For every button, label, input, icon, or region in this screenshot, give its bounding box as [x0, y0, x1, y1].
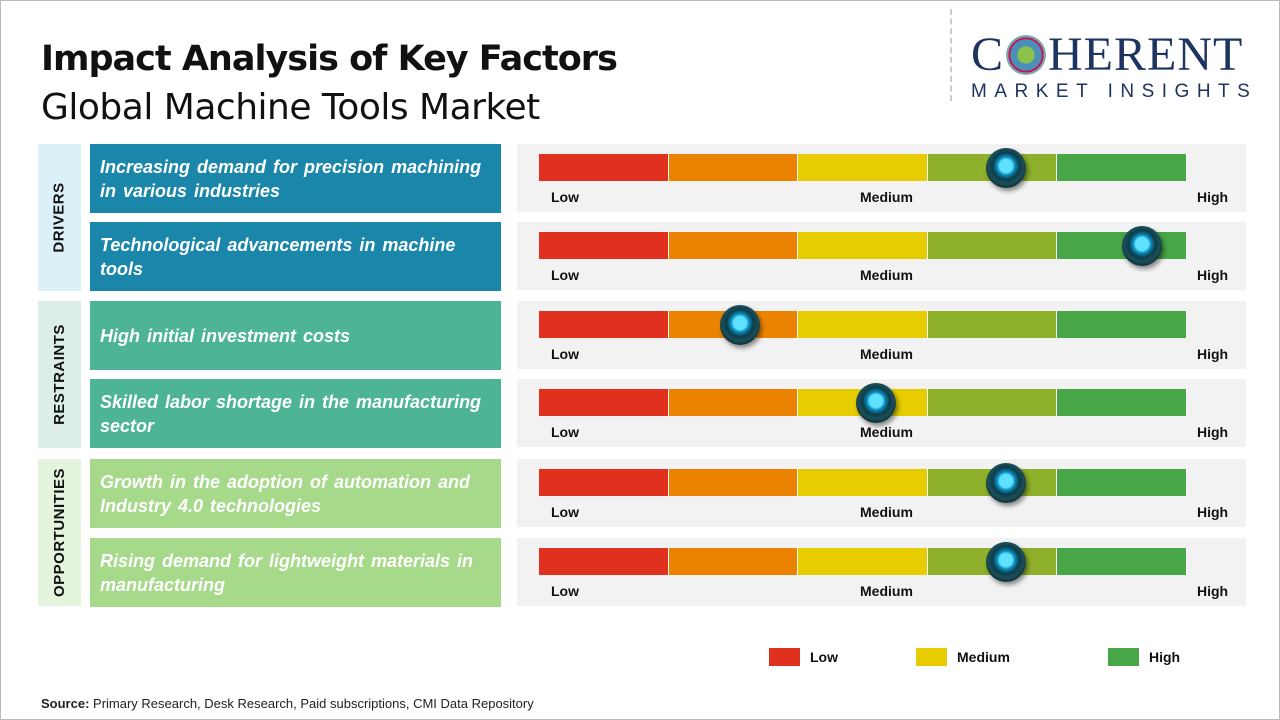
category-label: DRIVERS: [51, 182, 68, 253]
impact-marker-icon: [855, 383, 896, 423]
gauge-segment: [539, 469, 669, 496]
category-opportunities: OPPORTUNITIES: [38, 459, 81, 606]
company-logo: C HERENT MARKET INSIGHTS: [971, 31, 1261, 103]
scale-low-label: Low: [551, 189, 579, 205]
legend-swatch: [769, 648, 800, 666]
gauge-segment: [539, 232, 669, 259]
impact-gauge: Low Medium High: [517, 538, 1246, 606]
gauge-bar: [539, 469, 1187, 496]
page-title: Impact Analysis of Key Factors: [41, 39, 618, 79]
legend-label: High: [1149, 649, 1181, 665]
factor-label: Technological advancements in machine to…: [90, 222, 501, 291]
logo-tagline: MARKET INSIGHTS: [971, 81, 1258, 102]
gauge-segment: [927, 311, 1058, 338]
scale-high-label: High: [1197, 504, 1229, 520]
scale-medium-label: Medium: [860, 583, 913, 599]
legend-item-medium: Medium: [916, 648, 1108, 666]
gauge-segment: [927, 232, 1058, 259]
factor-label: Increasing demand for precision machinin…: [90, 144, 501, 213]
impact-gauge: Low Medium High: [517, 459, 1246, 527]
gauge-segment: [1057, 548, 1187, 575]
gauge-bar: [539, 389, 1187, 416]
gauge-segment: [798, 311, 928, 338]
scale-medium-label: Medium: [860, 189, 913, 205]
gauge-segment: [539, 154, 669, 181]
source-note: Source: Primary Research, Desk Research,…: [41, 696, 534, 711]
gauge-segment: [539, 311, 669, 338]
legend-item-high: High: [1108, 648, 1180, 666]
legend: Low Medium High: [769, 648, 1180, 666]
scale-high-label: High: [1197, 346, 1229, 362]
gauge-bar: [539, 548, 1187, 575]
gauge-bar: [539, 154, 1187, 181]
scale-medium-label: Medium: [860, 424, 913, 440]
gauge-segment: [668, 469, 799, 496]
scale-low-label: Low: [551, 583, 579, 599]
gauge-segment: [668, 154, 799, 181]
legend-label: Low: [810, 649, 838, 665]
gauge-segment: [1057, 389, 1187, 416]
page-subtitle: Global Machine Tools Market: [41, 87, 540, 128]
impact-gauge: Low Medium High: [517, 301, 1246, 369]
gauge-segment: [798, 154, 928, 181]
gauge-segment: [1057, 311, 1187, 338]
legend-item-low: Low: [769, 648, 916, 666]
scale-low-label: Low: [551, 346, 579, 362]
scale-low-label: Low: [551, 424, 579, 440]
gauge-segment: [798, 232, 928, 259]
gauge-segment: [668, 232, 799, 259]
impact-gauge: Low Medium High: [517, 144, 1246, 212]
factor-label: High initial investment costs: [90, 301, 501, 370]
scale-medium-label: Medium: [860, 346, 913, 362]
factor-label: Rising demand for lightweight materials …: [90, 538, 501, 607]
gauge-segment: [539, 548, 669, 575]
gauge-segment: [927, 389, 1058, 416]
factor-label: Skilled labor shortage in the manufactur…: [90, 379, 501, 448]
legend-label: Medium: [957, 649, 1010, 665]
gauge-segment: [668, 389, 799, 416]
legend-swatch: [1108, 648, 1139, 666]
globe-icon: [1006, 35, 1047, 75]
gauge-segment: [539, 389, 669, 416]
gauge-segment: [798, 548, 928, 575]
impact-gauge: Low Medium High: [517, 379, 1246, 447]
gauge-segment: [668, 548, 799, 575]
scale-high-label: High: [1197, 189, 1229, 205]
source-text: Primary Research, Desk Research, Paid su…: [89, 696, 534, 711]
scale-low-label: Low: [551, 267, 579, 283]
impact-gauge: Low Medium High: [517, 222, 1246, 290]
impact-marker-icon: [1121, 226, 1162, 266]
logo-text: HERENT: [1048, 28, 1244, 81]
gauge-bar: [539, 232, 1187, 259]
logo-letter: C: [971, 28, 1005, 81]
category-label: RESTRAINTS: [51, 324, 68, 425]
scale-low-label: Low: [551, 504, 579, 520]
impact-marker-icon: [985, 463, 1026, 503]
divider: [950, 9, 952, 101]
gauge-segment: [1057, 154, 1187, 181]
impact-marker-icon: [985, 148, 1026, 188]
gauge-segment: [1057, 469, 1187, 496]
gauge-segment: [798, 469, 928, 496]
scale-high-label: High: [1197, 583, 1229, 599]
impact-marker-icon: [719, 305, 760, 345]
gauge-bar: [539, 311, 1187, 338]
source-label: Source:: [41, 696, 90, 711]
legend-swatch: [916, 648, 947, 666]
category-label: OPPORTUNITIES: [51, 467, 69, 598]
category-restraints: RESTRAINTS: [38, 301, 81, 448]
factor-label: Growth in the adoption of automation and…: [90, 459, 501, 528]
scale-medium-label: Medium: [860, 267, 913, 283]
category-drivers: DRIVERS: [38, 144, 81, 291]
scale-high-label: High: [1197, 267, 1229, 283]
scale-high-label: High: [1197, 424, 1229, 440]
impact-marker-icon: [985, 542, 1026, 582]
scale-medium-label: Medium: [860, 504, 913, 520]
